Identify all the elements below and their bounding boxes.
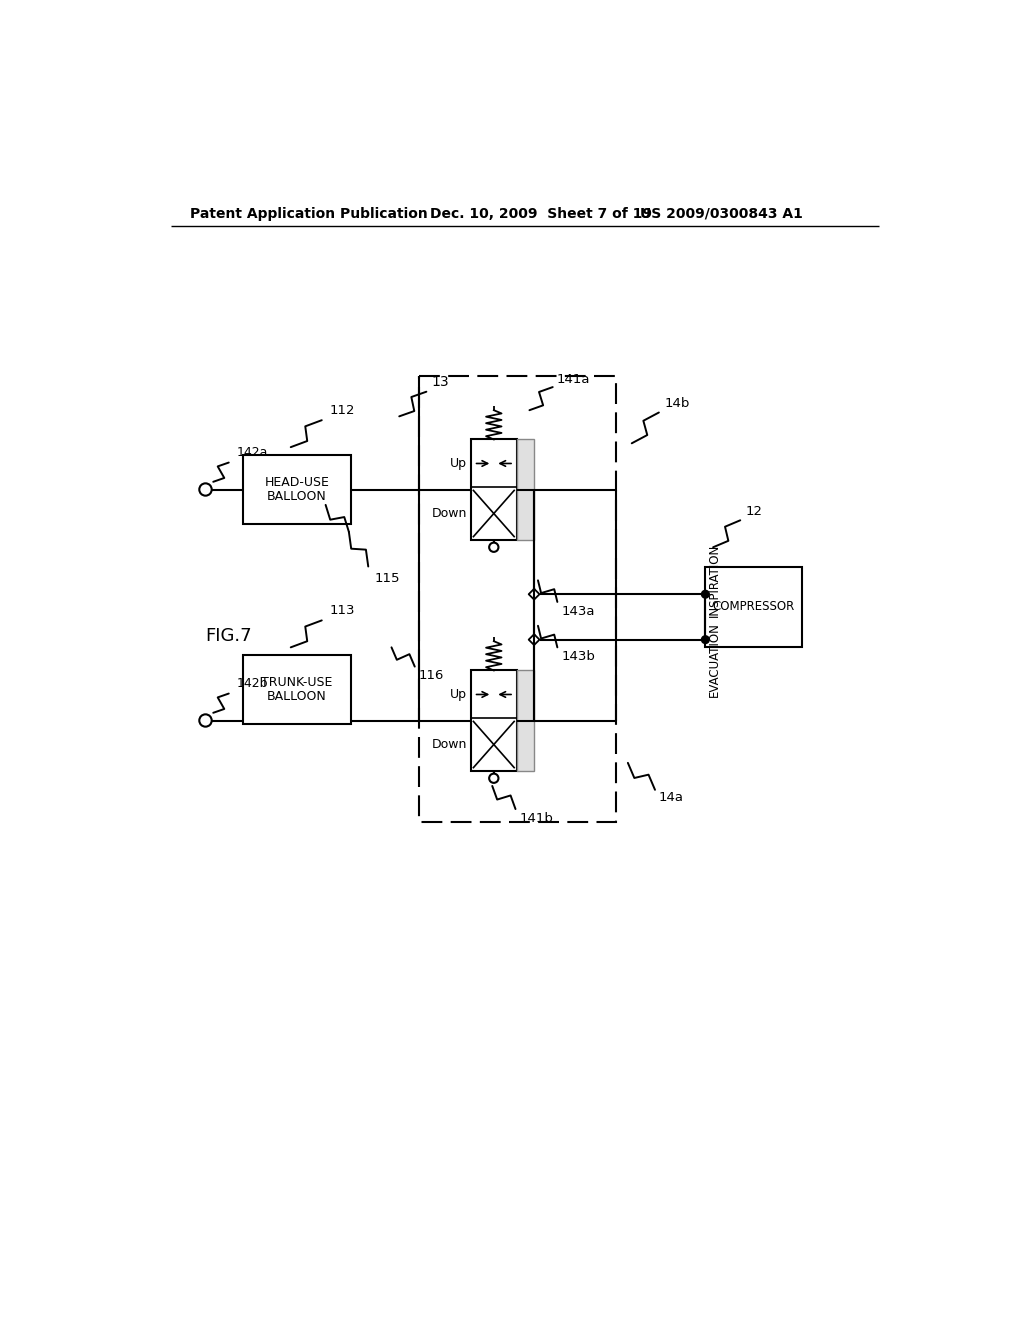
Text: 113: 113 xyxy=(330,603,355,616)
Text: BALLOON: BALLOON xyxy=(267,490,327,503)
Text: 142b: 142b xyxy=(237,677,268,690)
Text: 143a: 143a xyxy=(561,605,595,618)
Bar xyxy=(471,440,517,540)
Text: 115: 115 xyxy=(375,572,400,585)
Text: Down: Down xyxy=(431,507,467,520)
Text: 14a: 14a xyxy=(658,791,684,804)
Circle shape xyxy=(701,590,710,598)
Text: 116: 116 xyxy=(419,669,444,682)
Text: 141a: 141a xyxy=(557,372,590,385)
Text: 13: 13 xyxy=(432,375,450,389)
Text: Down: Down xyxy=(431,738,467,751)
Bar xyxy=(243,655,351,725)
Bar xyxy=(706,566,802,647)
Text: 14b: 14b xyxy=(665,397,690,409)
Text: HEAD-USE: HEAD-USE xyxy=(264,477,330,490)
Text: 142a: 142a xyxy=(237,446,268,459)
Text: FIG.7: FIG.7 xyxy=(206,627,252,644)
Text: 143b: 143b xyxy=(561,649,595,663)
Text: 141b: 141b xyxy=(519,812,553,825)
Bar xyxy=(471,671,517,771)
Circle shape xyxy=(701,636,710,644)
Bar xyxy=(243,455,351,524)
Text: 12: 12 xyxy=(745,504,763,517)
Bar xyxy=(517,671,535,771)
Text: US 2009/0300843 A1: US 2009/0300843 A1 xyxy=(640,207,803,220)
Text: INSPIRATION: INSPIRATION xyxy=(709,544,721,616)
Bar xyxy=(517,440,535,540)
Text: Up: Up xyxy=(450,457,467,470)
Bar xyxy=(419,376,616,822)
Text: Up: Up xyxy=(450,688,467,701)
Text: TRUNK-USE: TRUNK-USE xyxy=(261,676,333,689)
Text: BALLOON: BALLOON xyxy=(267,690,327,704)
Text: COMPRESSOR: COMPRESSOR xyxy=(713,601,795,614)
Text: Dec. 10, 2009  Sheet 7 of 19: Dec. 10, 2009 Sheet 7 of 19 xyxy=(430,207,652,220)
Text: 112: 112 xyxy=(330,404,355,417)
Text: Patent Application Publication: Patent Application Publication xyxy=(190,207,428,220)
Text: EVACUATION: EVACUATION xyxy=(709,622,721,697)
